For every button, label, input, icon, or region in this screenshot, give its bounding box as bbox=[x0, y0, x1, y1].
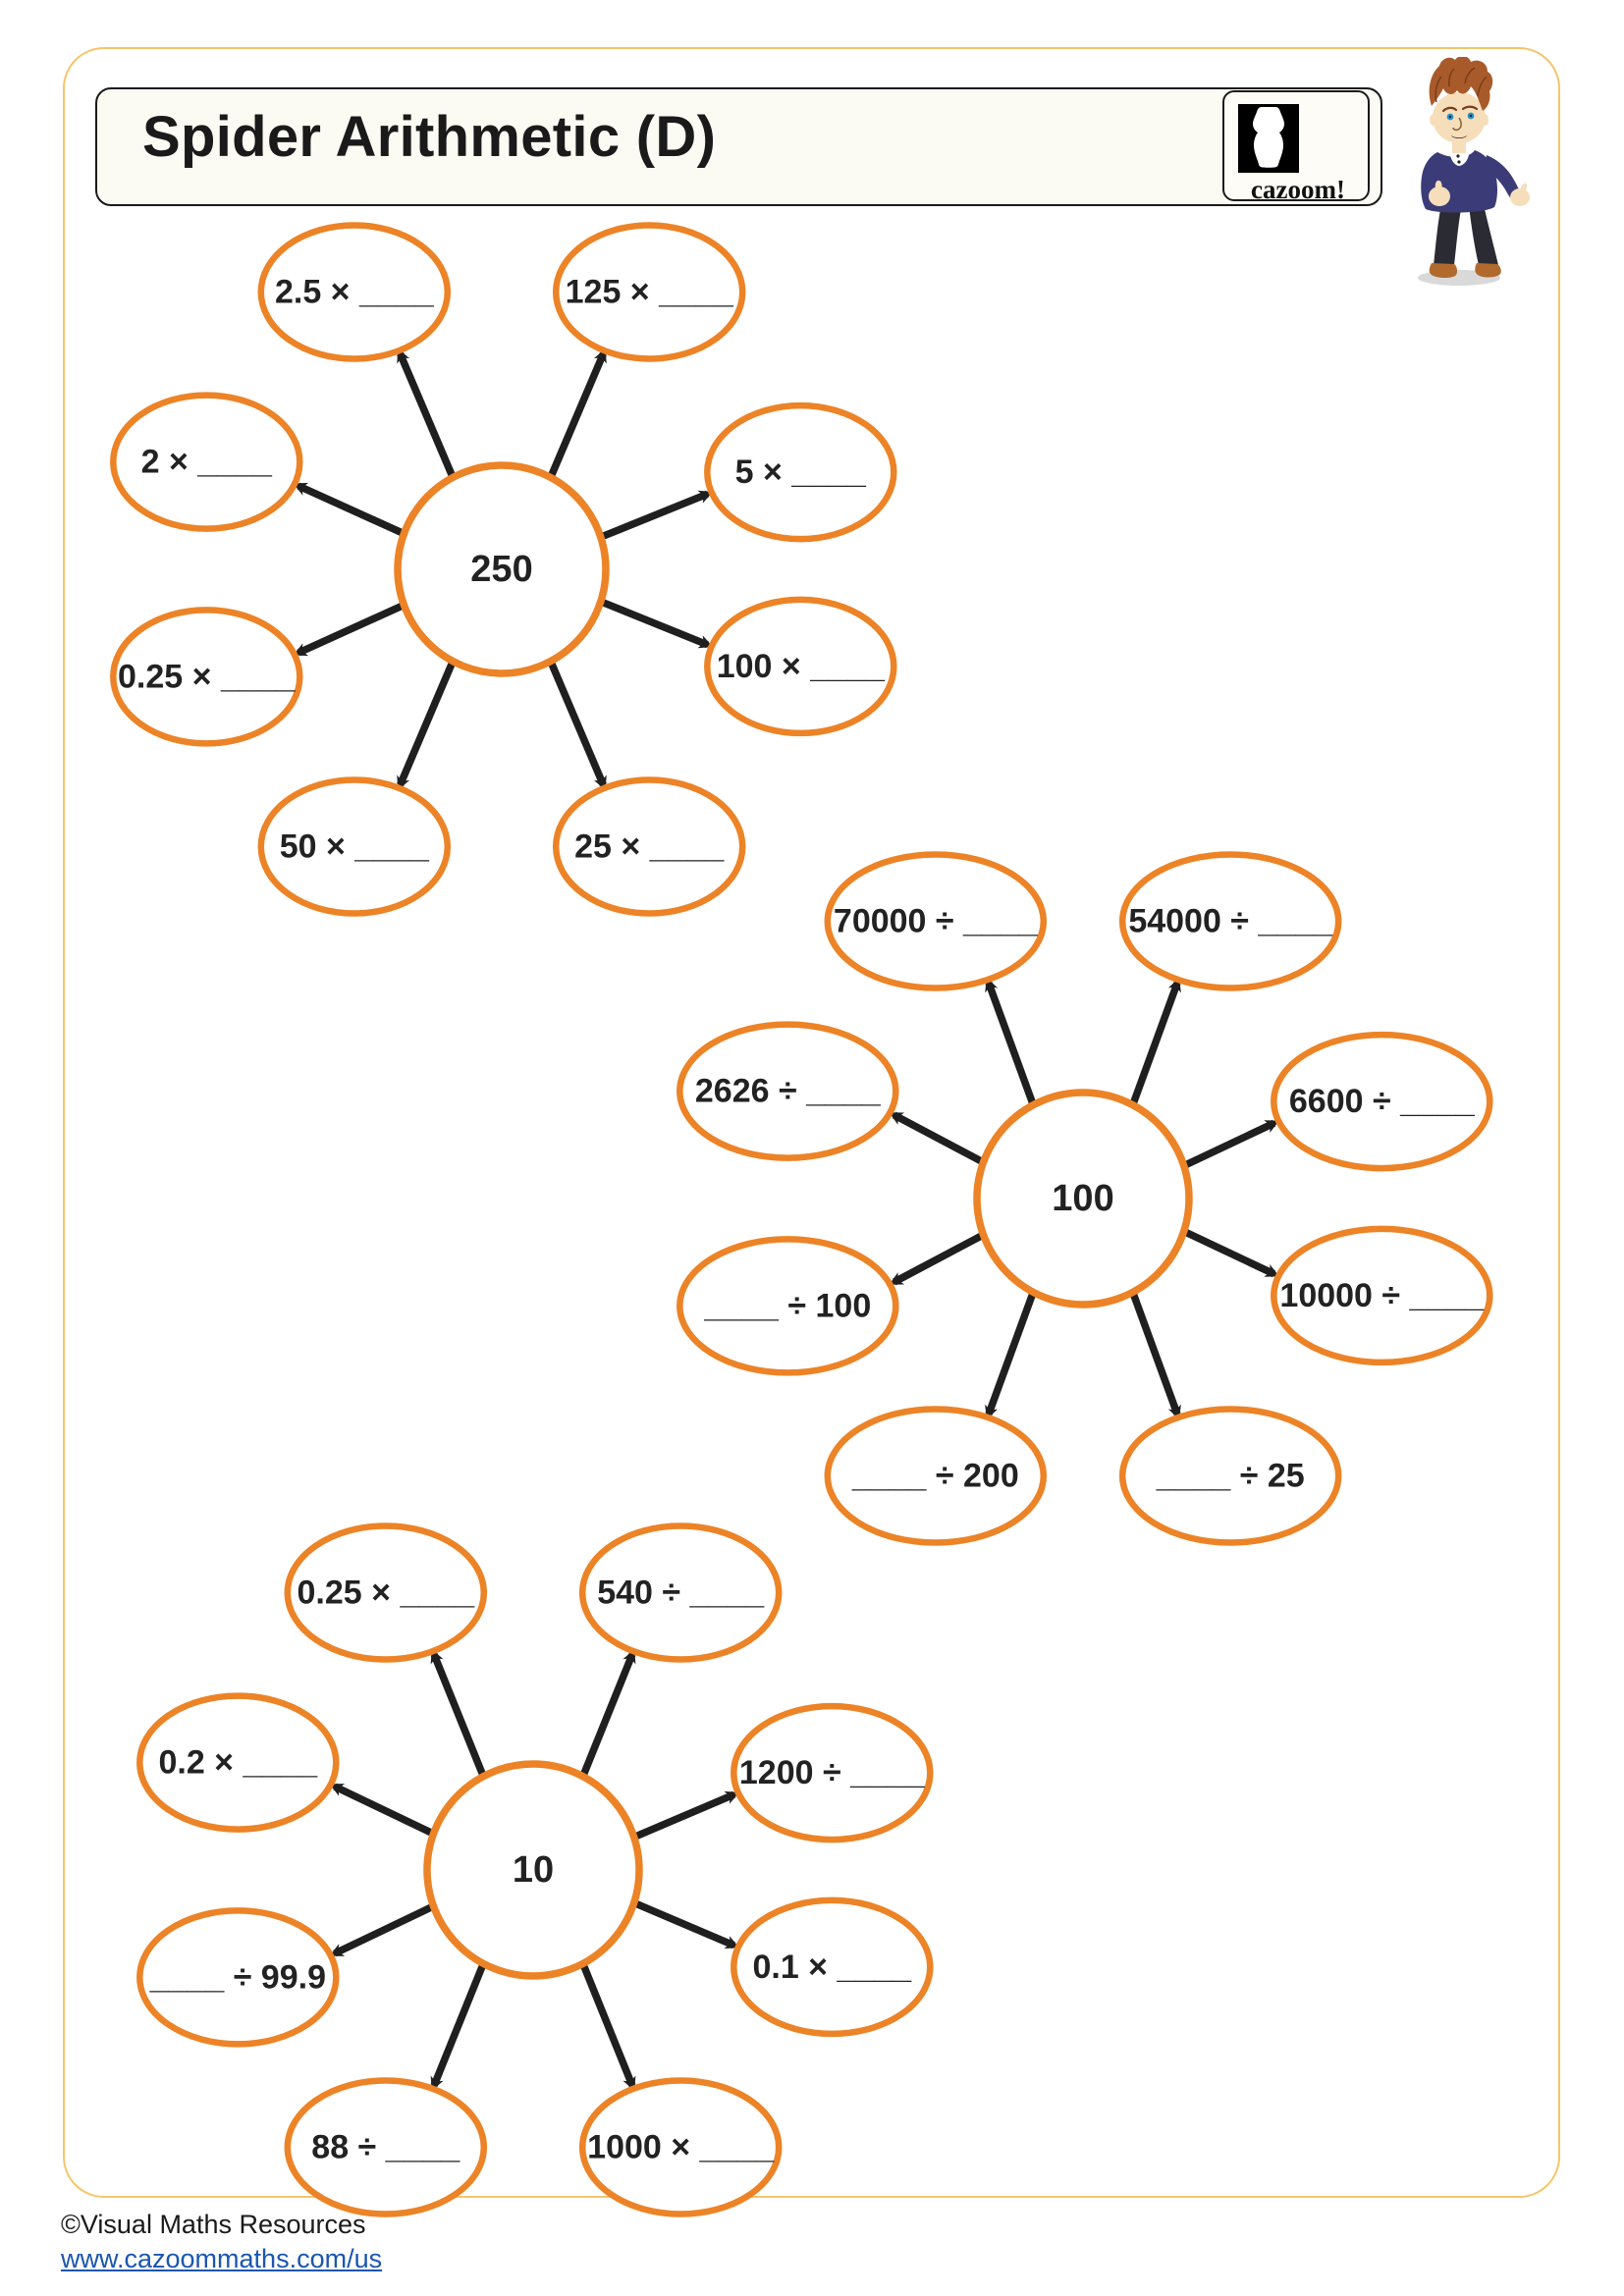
svg-text:____ ÷ 100: ____ ÷ 100 bbox=[703, 1287, 871, 1324]
svg-text:100 × ____: 100 × ____ bbox=[717, 648, 886, 685]
svg-text:540 ÷ ____: 540 ÷ ____ bbox=[597, 1574, 765, 1611]
svg-text:70000 ÷ ____: 70000 ÷ ____ bbox=[834, 902, 1039, 939]
svg-text:1000 × ____: 1000 × ____ bbox=[587, 2128, 775, 2165]
svg-text:10: 10 bbox=[513, 1849, 554, 1891]
svg-text:0.25 × ____: 0.25 × ____ bbox=[118, 658, 297, 695]
svg-text:88 ÷ ____: 88 ÷ ____ bbox=[311, 2128, 460, 2165]
svg-text:2.5 × ____: 2.5 × ____ bbox=[275, 273, 435, 310]
svg-text:6600 ÷ ____: 6600 ÷ ____ bbox=[1289, 1083, 1476, 1120]
svg-text:54000 ÷ ____: 54000 ÷ ____ bbox=[1128, 902, 1333, 939]
svg-text:50 × ____: 50 × ____ bbox=[280, 828, 430, 865]
svg-text:2626 ÷ ____: 2626 ÷ ____ bbox=[695, 1073, 882, 1110]
svg-text:250: 250 bbox=[470, 549, 532, 590]
svg-text:2 × ____: 2 × ____ bbox=[141, 444, 273, 481]
svg-text:0.25 × ____: 0.25 × ____ bbox=[298, 1574, 476, 1611]
svg-text:1200 ÷ ____: 1200 ÷ ____ bbox=[739, 1754, 926, 1791]
svg-text:10000 ÷ ____: 10000 ÷ ____ bbox=[1279, 1277, 1485, 1314]
svg-text:____ ÷ 25: ____ ÷ 25 bbox=[1156, 1457, 1305, 1494]
svg-text:____ ÷ 200: ____ ÷ 200 bbox=[851, 1457, 1019, 1494]
svg-text:100: 100 bbox=[1052, 1178, 1113, 1219]
svg-text:125 × ____: 125 × ____ bbox=[566, 273, 734, 310]
svg-text:25 × ____: 25 × ____ bbox=[574, 828, 725, 865]
svg-text:____ ÷ 99.9: ____ ÷ 99.9 bbox=[149, 1958, 326, 1996]
svg-text:0.1 × ____: 0.1 × ____ bbox=[752, 1949, 912, 1986]
svg-text:0.2 × ____: 0.2 × ____ bbox=[158, 1744, 318, 1782]
svg-text:5 × ____: 5 × ____ bbox=[735, 454, 867, 491]
